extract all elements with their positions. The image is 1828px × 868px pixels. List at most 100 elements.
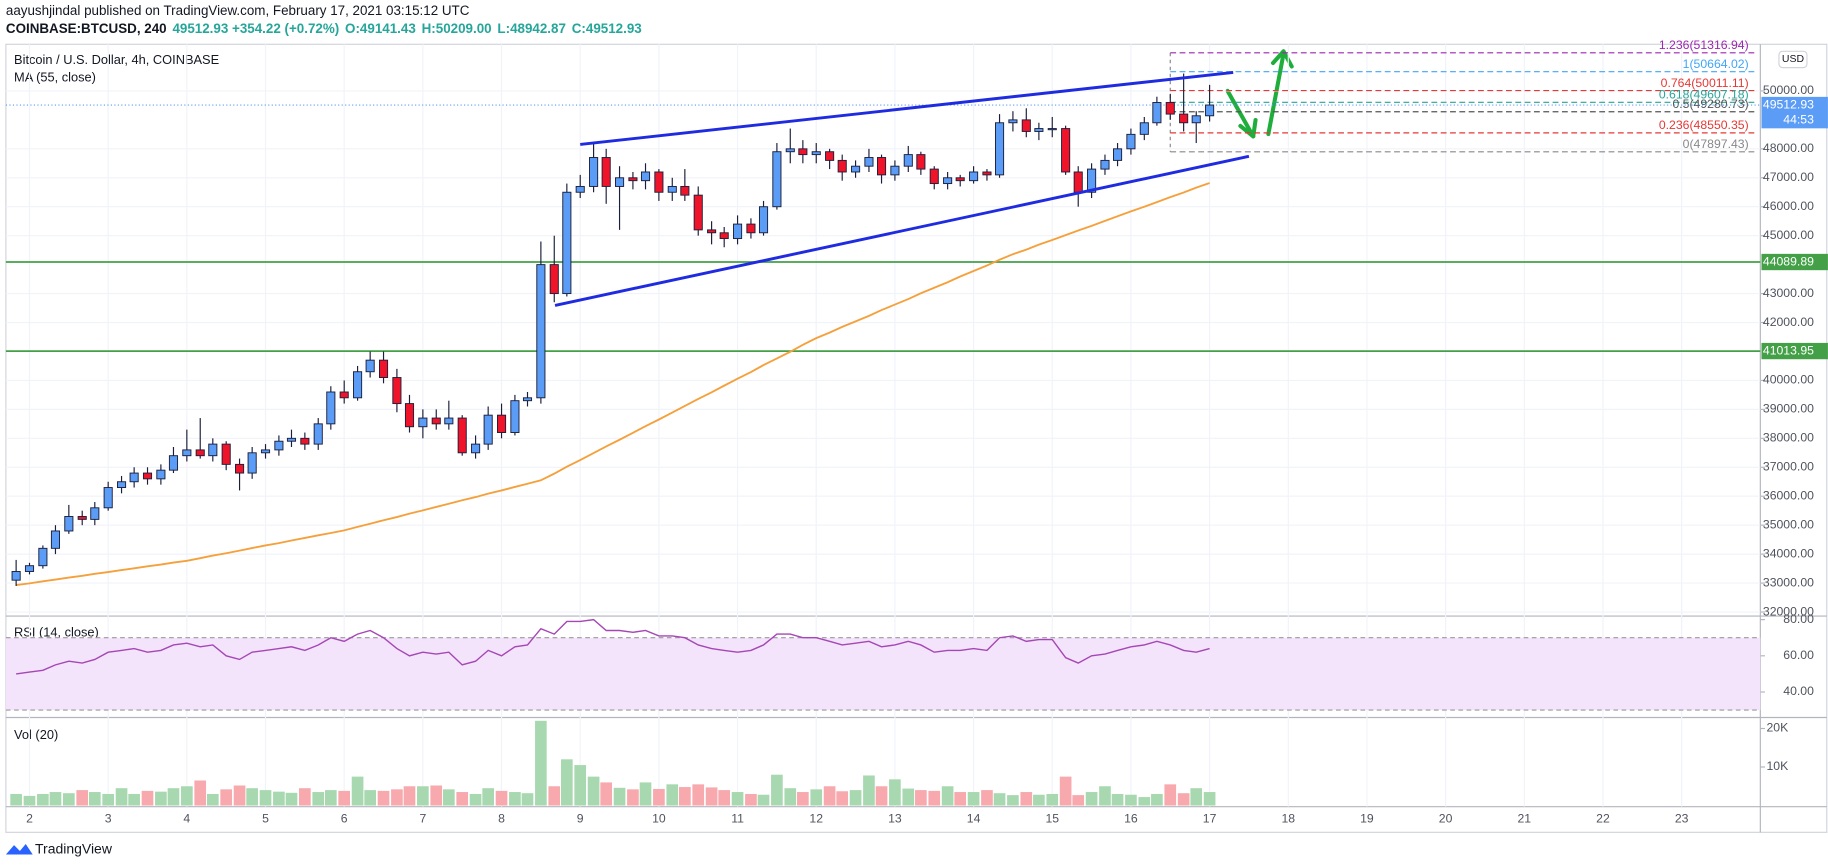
candle-body [50,530,61,549]
volume-bar [639,782,652,806]
volume-bar [443,789,455,806]
volume-bar [521,793,534,806]
volume-bar [548,786,561,806]
arrows [1225,49,1294,139]
x-tick-label: 11 [731,812,744,826]
candle-body [667,185,677,193]
candle-body [1191,115,1201,124]
volume-bar [797,792,809,806]
candle-body [378,359,389,378]
candle-body [707,229,717,234]
candle-body [404,403,415,428]
candle-body [64,516,74,532]
volume-bar [679,787,691,806]
candle-body [247,452,257,474]
volume-bar [181,786,193,806]
quote-part: 49512.93 +354.22 (+0.72%) [172,21,339,36]
candle-body [680,185,690,196]
quote-part: H:50209.00 [422,21,492,36]
volume-bar [692,784,705,806]
volume-bar [1138,797,1151,806]
volume-bar [600,782,613,806]
volume-bar [653,788,665,806]
candle-body [457,417,467,454]
volume-bar [377,790,390,806]
y-tick-label: 47000.00 [1763,170,1814,184]
volume-bar [1007,795,1019,806]
volume-bar [37,793,49,806]
candle-body [38,547,48,567]
candle-body [260,449,271,454]
candle-body [982,171,992,176]
x-tick-label: 7 [419,812,426,826]
y-tick-label: 37000.00 [1763,460,1814,474]
candle-body [156,469,166,480]
candle-body [235,463,245,474]
trendline [554,154,1250,307]
candle-body [182,449,192,457]
candle-body [142,472,153,480]
candle-body [1100,159,1110,170]
volume-bar [351,776,364,806]
candle-body [1139,122,1149,135]
candle-body [628,177,638,182]
volume-bar [928,790,941,806]
header: aayushjindal published on TradingView.co… [6,3,470,18]
volume-bar [757,794,770,806]
currency[interactable]: USD [1782,54,1805,65]
y-tick-label: 42000.00 [1763,315,1814,329]
volume-bar [941,786,954,806]
candle-body [392,377,402,405]
quote-part: C:49512.93 [572,21,642,36]
rsi-tick-label: 80.00 [1783,612,1814,626]
y-tick-label: 39000.00 [1763,402,1814,416]
candle-body [353,371,363,399]
candle-body [1152,102,1162,124]
x-tick-label: 3 [105,812,112,826]
volume-tick-label: 20K [1767,721,1790,735]
volume-bar [194,780,207,806]
chart-title: Bitcoin / U.S. Dollar, 4h, COINBASE [14,52,219,67]
volume-bar [10,793,22,806]
volume-bar [836,791,849,806]
volume-bar [1033,794,1045,806]
volume-bar [285,792,298,806]
y-tick-label: 43000.00 [1763,286,1814,300]
currency-box[interactable] [1778,50,1808,69]
y-tick-label: 33000.00 [1763,575,1814,589]
moving-average [16,182,1210,587]
candle-body [903,154,913,167]
candle-body [876,157,887,176]
candle-body [168,455,179,471]
volume-legend: Vol (20) [14,727,58,742]
logo [5,843,33,855]
level-label-box [1761,342,1828,360]
candle-body [326,391,336,425]
volume-bar [259,790,272,806]
volume-bar [731,792,744,806]
volume-bar [482,788,494,806]
volume-bar [993,793,1006,806]
candle-body [1113,148,1123,161]
x-tick-label: 14 [967,812,981,826]
volume-bar [1046,793,1059,806]
volume-bar [206,793,219,806]
y-tick-label: 46000.00 [1763,199,1814,213]
level-label-box [1761,253,1828,271]
x-tick-label: 2 [26,812,33,826]
trendline [580,70,1234,146]
candle-body [24,565,35,572]
volume-bar [535,720,547,806]
candle-body [837,159,847,173]
x-tick-label: 17 [1203,812,1217,826]
volume-bar [299,788,311,806]
volume-bar [889,779,901,806]
candle-body [562,191,572,295]
volume-bar [23,795,36,806]
y-tick-label: 35000.00 [1763,517,1814,531]
x-tick-label: 18 [1281,812,1295,826]
fib-label: 0.236(48550.35) [1659,118,1749,132]
candle-body [929,168,939,185]
volume-bar [1111,793,1124,806]
